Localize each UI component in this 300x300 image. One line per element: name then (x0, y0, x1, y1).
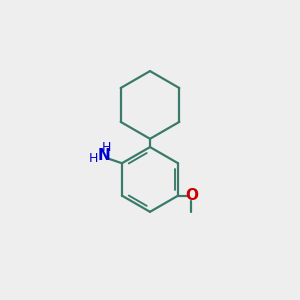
Text: N: N (97, 148, 110, 164)
Text: H: H (89, 152, 98, 165)
Text: O: O (185, 188, 198, 203)
Text: H: H (101, 141, 111, 154)
